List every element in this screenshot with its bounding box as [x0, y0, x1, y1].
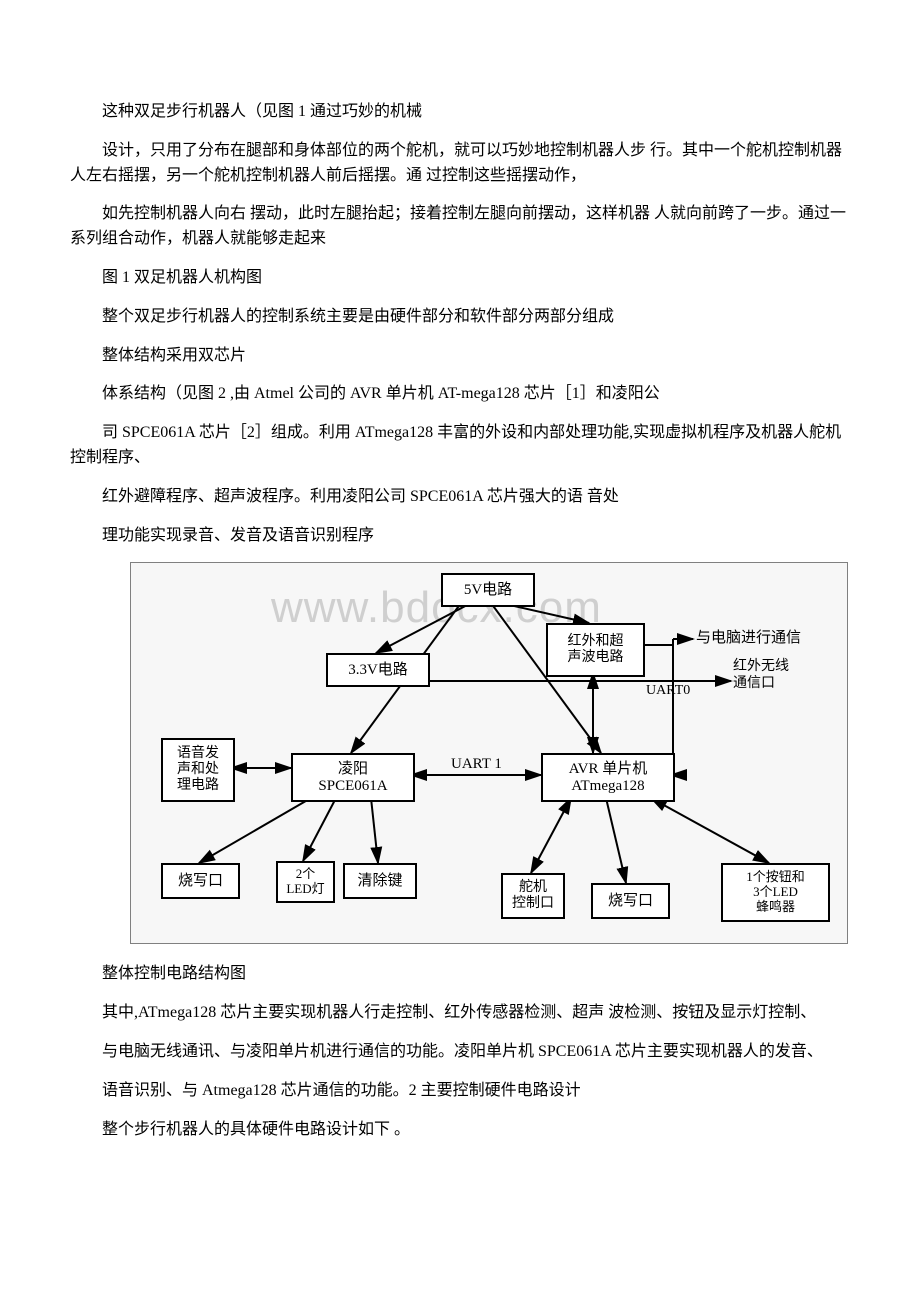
paragraph: 体系结构（见图 2 ,由 Atmel 公司的 AVR 单片机 AT-mega12… [70, 382, 850, 407]
paragraph: 与电脑无线通讯、与凌阳单片机进行通信的功能。凌阳单片机 SPCE061A 芯片主… [70, 1040, 850, 1065]
node-servo-port: 舵机 控制口 [501, 873, 565, 919]
diagram-canvas: www.bdocx.com [131, 563, 847, 943]
label-uart1: UART 1 [451, 755, 502, 773]
document-page: 这种双足步行机器人（见图 1 通过巧妙的机械 设计，只用了分布在腿部和身体部位的… [0, 0, 920, 1216]
label-uart0: UART0 [646, 683, 690, 700]
label-ir-wireless-port: 红外无线 通信口 [733, 659, 789, 693]
paragraph: 整体结构采用双芯片 [70, 344, 850, 369]
node-ir-ultrasonic: 红外和超 声波电路 [546, 623, 645, 677]
paragraph: 设计，只用了分布在腿部和身体部位的两个舵机，就可以巧妙地控制机器人步 行。其中一… [70, 139, 850, 189]
paragraph: 这种双足步行机器人（见图 1 通过巧妙的机械 [70, 100, 850, 125]
node-33v: 3.3V电路 [326, 653, 430, 687]
node-voice-circuit: 语音发 声和处 理电路 [161, 738, 235, 802]
node-2-led: 2个 LED灯 [276, 861, 335, 903]
node-atmega128: AVR 单片机 ATmega128 [541, 753, 675, 802]
paragraph: 整个双足步行机器人的控制系统主要是由硬件部分和软件部分两部分组成 [70, 305, 850, 330]
node-5v: 5V电路 [441, 573, 535, 607]
node-burn-port-2: 烧写口 [591, 883, 670, 919]
control-circuit-diagram: www.bdocx.com [130, 562, 848, 944]
node-clear-key: 清除键 [343, 863, 417, 899]
paragraph: 红外避障程序、超声波程序。利用凌阳公司 SPCE061A 芯片强大的语 音处 [70, 485, 850, 510]
paragraph: 图 1 双足机器人机构图 [70, 266, 850, 291]
paragraph: 司 SPCE061A 芯片［2］组成。利用 ATmega128 丰富的外设和内部… [70, 421, 850, 471]
paragraph: 语音识别、与 Atmega128 芯片通信的功能。2 主要控制硬件电路设计 [70, 1079, 850, 1104]
node-button-led-buzzer: 1个按钮和 3个LED 蜂鸣器 [721, 863, 830, 922]
paragraph: 其中,ATmega128 芯片主要实现机器人行走控制、红外传感器检测、超声 波检… [70, 1001, 850, 1026]
paragraph: 理功能实现录音、发音及语音识别程序 [70, 524, 850, 549]
label-pc-comm: 与电脑进行通信 [696, 629, 801, 647]
paragraph: 如先控制机器人向右 摆动，此时左腿抬起；接着控制左腿向前摆动，这样机器 人就向前… [70, 202, 850, 252]
node-burn-port-1: 烧写口 [161, 863, 240, 899]
figure-caption: 整体控制电路结构图 [70, 962, 850, 987]
node-spce061a: 凌阳 SPCE061A [291, 753, 415, 802]
paragraph: 整个步行机器人的具体硬件电路设计如下 。 [70, 1118, 850, 1143]
